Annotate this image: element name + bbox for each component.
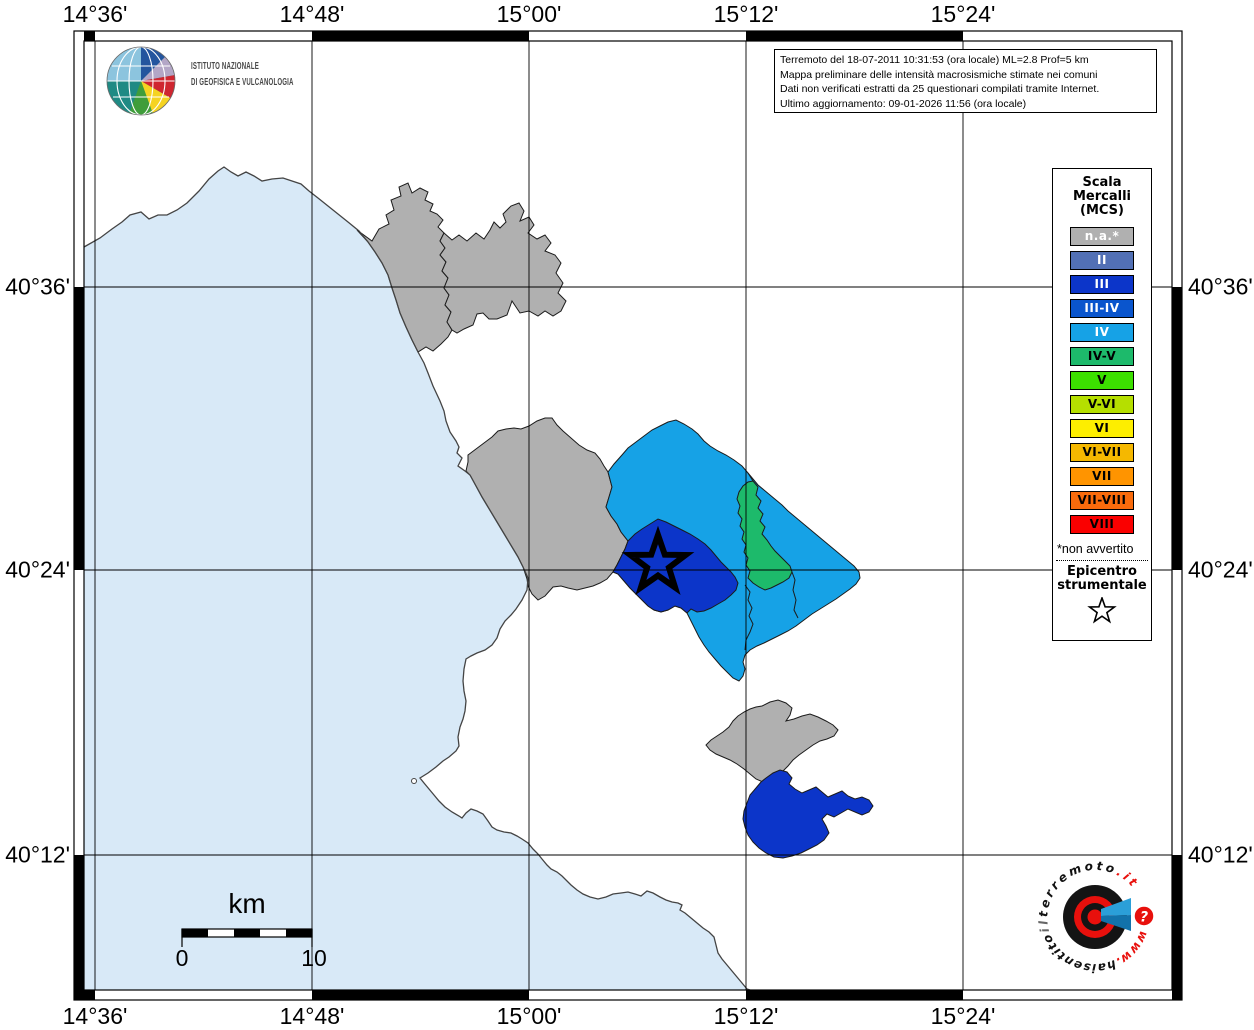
- legend-item-ii: II: [1070, 251, 1134, 270]
- municipality-layer: [356, 182, 874, 859]
- megaphone-icon: [1101, 898, 1131, 916]
- scale-bar-end: 10: [301, 945, 327, 971]
- legend-title: Scala Mercalli (MCS): [1072, 175, 1131, 218]
- legend-item-iv: IV: [1070, 323, 1134, 342]
- muni-iv-v: [736, 480, 793, 591]
- legend-item-iii-iv: III-IV: [1070, 299, 1134, 318]
- coastline: [83, 166, 751, 991]
- legend-item-v-vi: V-VI: [1070, 395, 1134, 414]
- event-info-line1: Terremoto del 18-07-2011 10:31:53 (ora l…: [780, 54, 1089, 66]
- event-info-box: Terremoto del 18-07-2011 10:31:53 (ora l…: [774, 49, 1157, 113]
- muni-south-iii: [742, 769, 874, 859]
- sea: [84, 167, 750, 990]
- epicenter-star-icon: [621, 525, 695, 596]
- ingv-logo-line2: DI GEOFISICA E VULCANOLOGIA: [191, 76, 294, 88]
- muni-north-b: [439, 202, 567, 334]
- legend-item-vii-viii: VII-VIII: [1070, 491, 1134, 510]
- legend-item-iv-v: IV-V: [1070, 347, 1134, 366]
- legend-item-vii: VII: [1070, 467, 1134, 486]
- municipality-inner-borders: [744, 472, 799, 651]
- map-frame: [73, 30, 1183, 1001]
- ingv-globe-icon: [106, 46, 176, 116]
- legend-footnote: *non avvertito: [1057, 542, 1134, 556]
- legend-item-iii: III: [1070, 275, 1134, 294]
- legend-star-icon: [1087, 597, 1117, 624]
- legend-item-vi-vii: VI-VII: [1070, 443, 1134, 462]
- question-mark: ?: [1140, 910, 1148, 926]
- legend-items: n.a.* II III III-IV IV IV-V V V-VI VI VI-VII VII VI…: [1070, 227, 1134, 534]
- graticule: [84, 41, 1172, 990]
- legend-item-n.a.*: n.a.*: [1070, 227, 1134, 246]
- event-info-line3: Dati non verificati estratti da 25 quest…: [780, 83, 1100, 95]
- ingv-logo-text: ISTITUTO NAZIONALE DI GEOFISICA E VULCAN…: [191, 58, 294, 90]
- scale-bar-start: 0: [176, 945, 189, 971]
- ingv-logo-line1: ISTITUTO NAZIONALE: [191, 60, 259, 72]
- legend-item-v: V: [1070, 371, 1134, 390]
- question-badge-icon: [1133, 905, 1155, 927]
- legend-item-vi: VI: [1070, 419, 1134, 438]
- legend-separator: [1056, 560, 1148, 561]
- legend-item-viii: VIII: [1070, 515, 1134, 534]
- event-info-line2: Mappa preliminare delle intensità macros…: [780, 68, 1098, 81]
- scale-bar-unit: km: [228, 888, 265, 919]
- event-info-line4: Ultimo aggiornamento: 09-01-2026 11:56 (…: [780, 97, 1027, 110]
- legend-box: Scala Mercalli (MCS) n.a.* II III III-IV IV I…: [1052, 168, 1152, 641]
- legend-epicenter-label: Epicentro strumentale: [1057, 564, 1147, 593]
- small-island: [411, 778, 417, 784]
- scale-bar: km 0 10: [176, 888, 327, 971]
